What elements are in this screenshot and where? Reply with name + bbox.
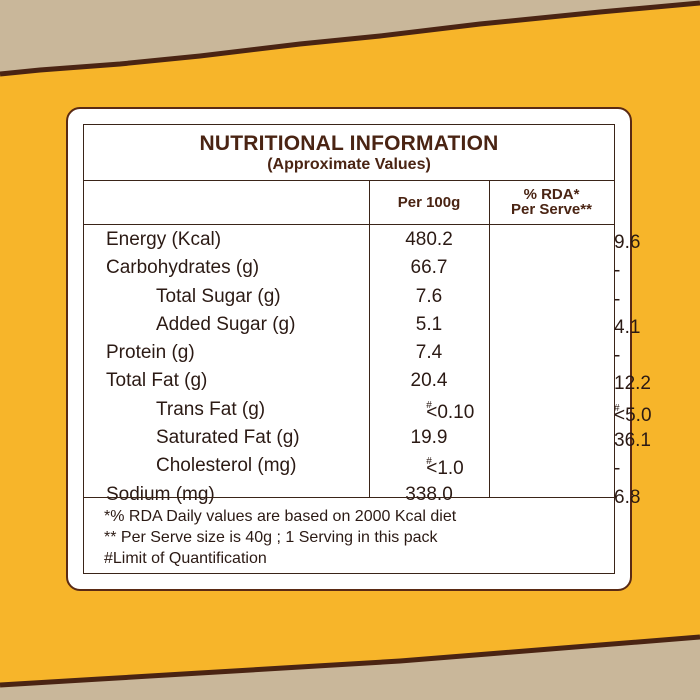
table-header: NUTRITIONAL INFORMATION (Approximate Val… bbox=[84, 125, 614, 181]
rda-value-text: 4.1 bbox=[614, 316, 641, 338]
rda-value-text: 12.2 bbox=[614, 373, 651, 395]
table-subtitle: (Approximate Values) bbox=[267, 156, 431, 173]
nutrient-name: Added Sugar (g) bbox=[156, 313, 296, 335]
table-row: Cholesterol (mg) <1.0 # - bbox=[84, 452, 620, 480]
rda-value-text-wrap: <5.0 # bbox=[614, 402, 652, 426]
nutrient-name: Trans Fat (g) bbox=[156, 398, 266, 420]
rda-value-text: - bbox=[614, 458, 621, 480]
rda-value-text: - bbox=[614, 288, 621, 310]
table-row: Sodium (mg) 338.0 6.8 bbox=[84, 481, 640, 509]
rda-value-text: 9.6 bbox=[614, 232, 641, 253]
nutrient-name: Saturated Fat (g) bbox=[156, 427, 300, 449]
per-100g-value: 338.0 bbox=[405, 483, 453, 505]
rda-value-text: 6.8 bbox=[614, 486, 641, 508]
column-divider bbox=[369, 180, 370, 497]
table-row: Energy (Kcal) 480.2 9.6 bbox=[84, 226, 640, 254]
per-100g-value: 5.1 bbox=[415, 313, 443, 335]
rda-value-text: 36.1 bbox=[614, 430, 651, 452]
column-header-row: Per 100g % RDA* Per Serve** bbox=[84, 180, 614, 225]
table-row: Carbohydrates (g) 66.7 - bbox=[84, 254, 620, 282]
rda-value-text: - bbox=[614, 345, 621, 367]
nutrient-name: Energy (Kcal) bbox=[106, 229, 222, 250]
per-100g-value: 20.4 bbox=[410, 370, 448, 392]
loq-marker: # bbox=[426, 399, 432, 411]
table-row: Protein (g) 7.4 - bbox=[84, 339, 620, 367]
nutrition-table: NUTRITIONAL INFORMATION (Approximate Val… bbox=[83, 124, 652, 574]
column-per-100g-label: Per 100g bbox=[397, 193, 461, 211]
table-row: Trans Fat (g) <0.10 # <5.0 # bbox=[84, 396, 652, 426]
rda-value-text: - bbox=[614, 260, 621, 282]
nutrient-name: Protein (g) bbox=[106, 342, 195, 364]
column-rda-line2: Per Serve** bbox=[511, 201, 592, 218]
nutrient-name: Total Sugar (g) bbox=[156, 285, 281, 307]
per-100g-value: 19.9 bbox=[410, 427, 448, 449]
column-rda-line1: % RDA* bbox=[523, 186, 580, 203]
footnote-loq: #Limit of Quantification bbox=[104, 550, 267, 567]
per-100g-value: 7.4 bbox=[415, 342, 443, 364]
per-100g-value: 66.7 bbox=[410, 257, 448, 279]
table-row: Total Fat (g) 20.4 12.2 bbox=[84, 367, 651, 395]
table-row: Added Sugar (g) 5.1 4.1 bbox=[84, 311, 640, 339]
per-100g-value-text: <1.0 bbox=[426, 458, 464, 480]
nutrient-rows: Energy (Kcal) 480.2 9.6 Carbohydrates (g… bbox=[84, 226, 652, 509]
column-rda: % RDA* Per Serve** bbox=[489, 180, 614, 224]
table-row: Saturated Fat (g) 19.9 36.1 bbox=[84, 424, 651, 452]
per-100g-value-text: <0.10 bbox=[426, 401, 475, 423]
column-divider bbox=[489, 180, 490, 497]
nutrient-name: Carbohydrates (g) bbox=[106, 257, 260, 279]
per-100g-value: <1.0 # bbox=[369, 455, 489, 480]
footnote-serve: ** Per Serve size is 40g ; 1 Serving in … bbox=[104, 529, 438, 546]
per-100g-value: <0.10 # bbox=[369, 399, 489, 423]
nutrient-name: Sodium (mg) bbox=[106, 483, 215, 505]
nutrition-panel: NUTRITIONAL INFORMATION (Approximate Val… bbox=[66, 107, 652, 591]
per-100g-value: 7.6 bbox=[415, 285, 443, 307]
nutrient-name: Total Fat (g) bbox=[106, 370, 208, 392]
loq-marker: # bbox=[614, 402, 620, 414]
nutrient-name: Cholesterol (mg) bbox=[156, 455, 297, 477]
column-per-100g: Per 100g bbox=[369, 180, 489, 224]
loq-marker: # bbox=[426, 456, 432, 468]
per-100g-value: 480.2 bbox=[405, 229, 453, 250]
table-title: NUTRITIONAL INFORMATION bbox=[199, 132, 499, 155]
rda-value-text: <5.0 bbox=[614, 404, 652, 426]
footnotes: *% RDA Daily values are based on 2000 Kc… bbox=[84, 497, 614, 574]
table-row: Total Sugar (g) 7.6 - bbox=[84, 283, 620, 311]
footnote-rda: *% RDA Daily values are based on 2000 Kc… bbox=[104, 508, 457, 525]
